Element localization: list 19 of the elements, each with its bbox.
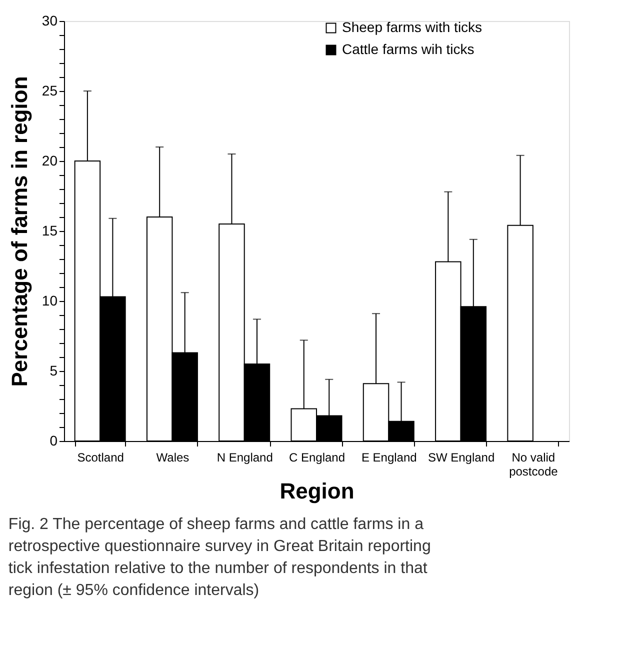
x-tick-label: N England (216, 450, 273, 464)
legend-label: Cattle farms wih ticks (342, 41, 474, 57)
caption: Fig. 2 The percentage of sheep farms and cattle farms in a retrospective questionnaire survey in Great Britain reporting tick infestation relative to the number of respondents in that region (± 95% confidence intervals) (8, 516, 431, 599)
legend-label: Sheep farms with ticks (342, 19, 482, 35)
y-tick-label: 25 (42, 82, 58, 98)
x-tick-label: E England (361, 450, 417, 464)
x-axis-title: Region (280, 478, 354, 504)
y-axis-title: Percentage of farms in region (6, 76, 32, 387)
x-tick-label: Scotland (77, 450, 124, 464)
y-tick-label: 30 (42, 12, 58, 28)
y-tick-label: 20 (42, 152, 58, 168)
y-tick-label: 0 (50, 432, 58, 448)
x-tick-label: Wales (156, 450, 190, 464)
y-tick-label: 5 (50, 362, 58, 378)
x-tick-label: No valid postcode (509, 450, 558, 478)
y-tick-label: 15 (42, 222, 58, 238)
y-tick-label: 10 (42, 292, 58, 308)
x-tick-label: C England (288, 450, 346, 464)
x-tick-label: SW England (428, 450, 495, 464)
